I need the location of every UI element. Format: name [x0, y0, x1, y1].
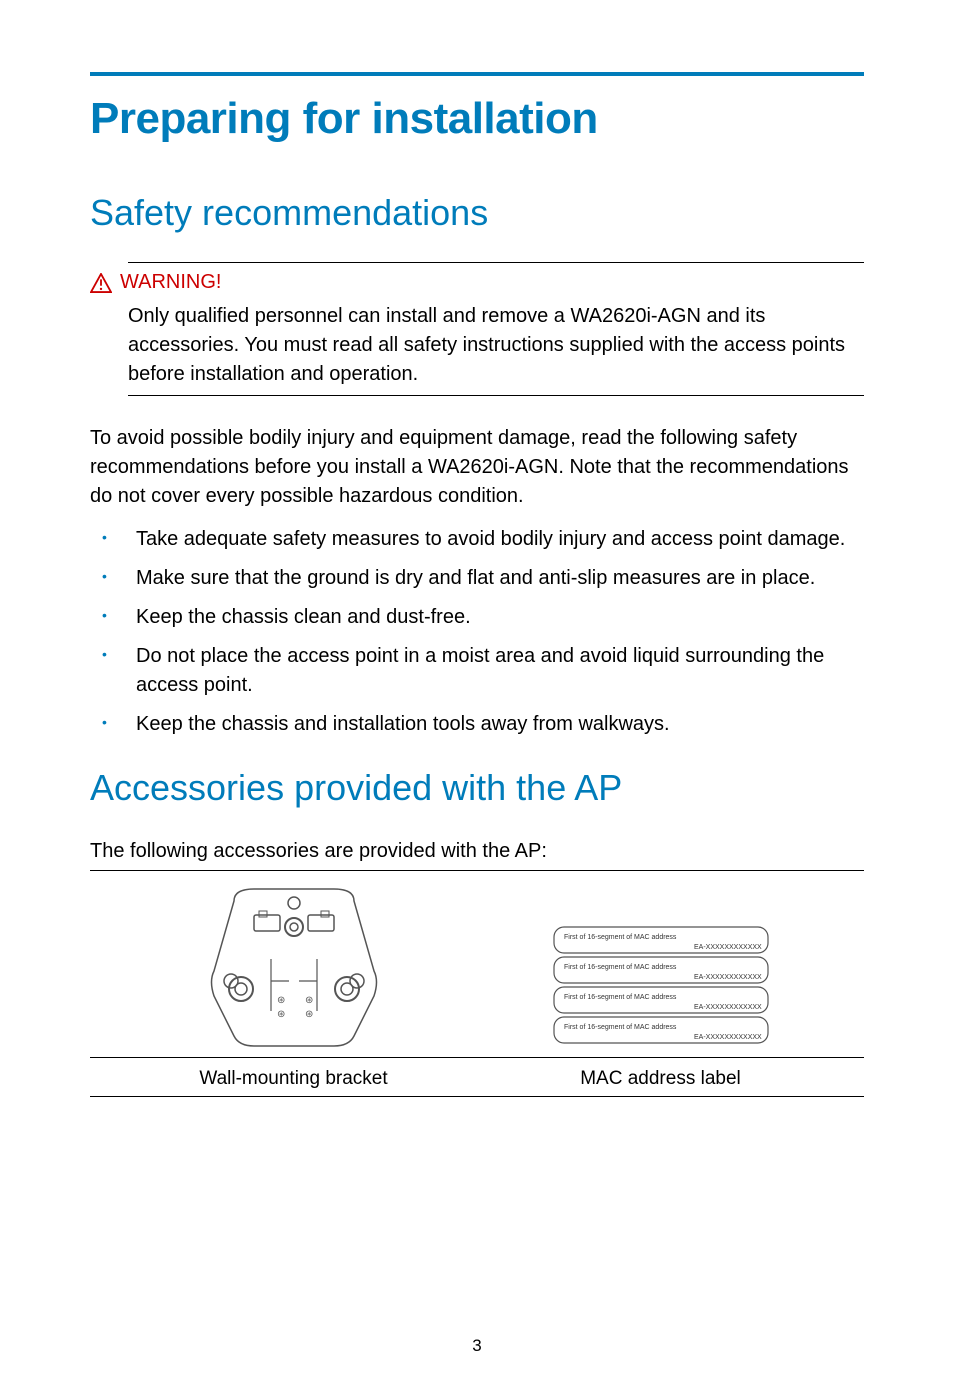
warning-label: WARNING! — [120, 271, 221, 294]
accessories-intro: The following accessories are provided w… — [90, 837, 864, 866]
accessories-caption-row: Wall-mounting bracket MAC address label — [90, 1057, 864, 1090]
svg-text:⊛: ⊛ — [305, 1009, 313, 1020]
page-title: Preparing for installation — [90, 94, 864, 144]
mac-label-icon: First of 16-segment of MAC address EA-XX… — [546, 921, 776, 1051]
warning-block: WARNING! Only qualified personnel can in… — [128, 262, 864, 396]
mac-row-text: First of 16-segment of MAC address — [564, 964, 677, 971]
svg-text:⊛: ⊛ — [305, 995, 313, 1006]
list-item: Do not place the access point in a moist… — [90, 642, 864, 700]
safety-heading: Safety recommendations — [90, 192, 864, 234]
warning-top-rule — [128, 262, 864, 263]
mac-label-image-cell: First of 16-segment of MAC address EA-XX… — [477, 921, 844, 1051]
list-item: Make sure that the ground is dry and fla… — [90, 564, 864, 593]
accessories-heading: Accessories provided with the AP — [90, 767, 864, 809]
warning-text: Only qualified personnel can install and… — [128, 302, 864, 389]
top-accent-rule — [90, 72, 864, 76]
safety-bullet-list: Take adequate safety measures to avoid b… — [90, 525, 864, 739]
mac-caption: MAC address label — [477, 1062, 844, 1090]
list-item: Keep the chassis and installation tools … — [90, 710, 864, 739]
list-item: Keep the chassis clean and dust-free. — [90, 603, 864, 632]
svg-text:⊛: ⊛ — [277, 995, 285, 1006]
bracket-caption: Wall-mounting bracket — [110, 1062, 477, 1090]
accessories-bottom-rule — [90, 1096, 864, 1097]
wall-bracket-icon: ⊛ ⊛ ⊛ ⊛ — [199, 881, 389, 1051]
warning-bottom-rule — [128, 395, 864, 396]
accessories-image-row: ⊛ ⊛ ⊛ ⊛ First of 16-segment of MAC addre… — [90, 871, 864, 1057]
svg-text:⊛: ⊛ — [277, 1009, 285, 1020]
mac-row-text: First of 16-segment of MAC address — [564, 1024, 677, 1031]
bracket-image-cell: ⊛ ⊛ ⊛ ⊛ — [110, 881, 477, 1051]
mac-row-code: EA-XXXXXXXXXXXX — [694, 1004, 762, 1011]
mac-row-code: EA-XXXXXXXXXXXX — [694, 974, 762, 981]
warning-triangle-icon — [90, 273, 112, 293]
safety-intro: To avoid possible bodily injury and equi… — [90, 424, 864, 511]
mac-row-code: EA-XXXXXXXXXXXX — [694, 1034, 762, 1041]
page-number: 3 — [0, 1336, 954, 1356]
mac-row-text: First of 16-segment of MAC address — [564, 934, 677, 941]
list-item: Take adequate safety measures to avoid b… — [90, 525, 864, 554]
mac-row-text: First of 16-segment of MAC address — [564, 994, 677, 1001]
mac-row-code: EA-XXXXXXXXXXXX — [694, 944, 762, 951]
